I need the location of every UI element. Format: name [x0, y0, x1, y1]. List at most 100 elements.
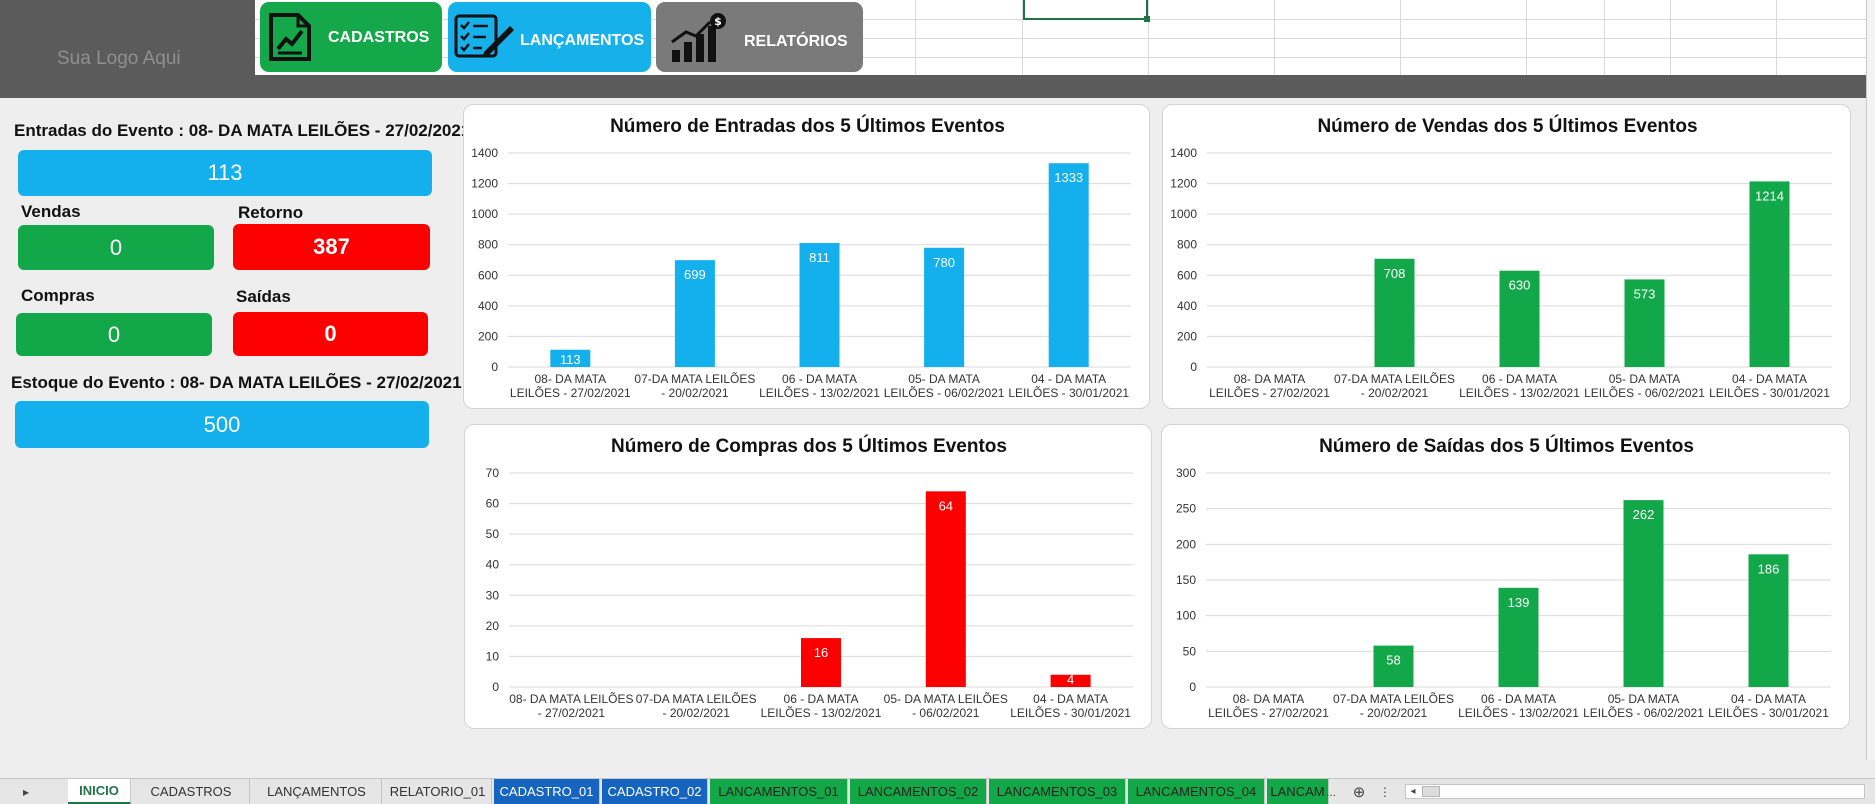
horizontal-scrollbar[interactable]: ◂	[1405, 784, 1865, 799]
x-tick-label: - 20/02/2021	[663, 706, 731, 720]
cadastros-label: CADASTROS	[328, 29, 430, 46]
x-tick-label: 04 - DA MATA	[1031, 372, 1106, 386]
x-tick-label: LEILÕES - 13/02/2021	[1458, 705, 1579, 720]
compras-value: 0	[107, 321, 121, 347]
x-tick-label: 08- DA MATA LEILÕES	[509, 691, 633, 706]
y-tick-label: 800	[1177, 238, 1197, 252]
grid-line	[1604, 0, 1605, 75]
chart-saidas-svg: Número de Saídas dos 5 Últimos Eventos 05…	[1176, 435, 1831, 720]
y-tick-label: 300	[1176, 466, 1196, 480]
sheet-tab[interactable]: INICIO	[68, 779, 131, 804]
tab-scroll-arrow[interactable]: ▸	[22, 784, 30, 799]
bar	[1048, 163, 1089, 367]
fill-handle[interactable]	[1144, 16, 1150, 22]
add-sheet-icon[interactable]: ⊕	[1352, 783, 1366, 801]
y-tick-label: 1400	[1170, 146, 1197, 160]
bar	[924, 247, 965, 367]
sheet-tab[interactable]: CADASTRO_02	[602, 779, 708, 804]
scroll-thumb[interactable]	[1422, 786, 1440, 797]
vendas-label: Vendas	[21, 202, 81, 221]
chart-document-icon	[269, 13, 311, 61]
data-label: 708	[1384, 266, 1406, 281]
data-label: 780	[933, 255, 955, 270]
compras-value-box: 0	[16, 313, 212, 356]
chart-compras[interactable]: Número de Compras dos 5 Últimos Eventos 0…	[464, 424, 1152, 729]
relatorios-button[interactable]: $ RELATÓRIOS	[656, 2, 863, 72]
logo-area: Sua Logo Aqui	[0, 0, 255, 98]
sheet-tab[interactable]: LANCAM	[1267, 779, 1329, 804]
x-tick-label: LEILÕES - 27/02/2021	[510, 385, 631, 400]
y-tick-label: 200	[1177, 329, 1197, 343]
x-tick-label: LEILÕES - 30/01/2021	[1708, 705, 1829, 720]
data-label: 4	[1067, 672, 1074, 687]
chart-entradas[interactable]: Número de Entradas dos 5 Últimos Eventos…	[463, 104, 1150, 409]
y-tick-label: 1200	[471, 177, 498, 191]
chart-title: Número de Saídas dos 5 Últimos Eventos	[1319, 435, 1694, 457]
sheet-tab[interactable]: RELATORIO_01	[384, 779, 492, 804]
retorno-value: 387	[313, 234, 350, 259]
y-tick-label: 50	[1183, 644, 1197, 658]
sheet-tab[interactable]: LANÇAMENTOS	[252, 779, 382, 804]
y-tick-label: 150	[1176, 573, 1196, 587]
x-tick-label: - 20/02/2021	[661, 386, 729, 400]
more-tabs-button[interactable]: ...	[1325, 784, 1336, 799]
y-tick-label: 800	[478, 238, 498, 252]
y-tick-label: 100	[1176, 609, 1196, 623]
selected-cell[interactable]	[1023, 0, 1148, 20]
bar	[1499, 270, 1540, 367]
sheet-tab[interactable]: CADASTROS	[133, 779, 250, 804]
x-tick-label: 06 - DA MATA	[784, 692, 859, 706]
x-tick-label: - 20/02/2021	[1360, 706, 1428, 720]
scroll-left-arrow[interactable]: ◂	[1410, 786, 1416, 797]
x-tick-label: LEILÕES - 06/02/2021	[884, 385, 1005, 400]
cadastros-button[interactable]: CADASTROS	[260, 2, 442, 72]
relatorios-label: RELATÓRIOS	[744, 33, 848, 50]
saidas-value: 0	[324, 321, 337, 346]
grid-line	[255, 38, 1866, 39]
chart-saidas[interactable]: Número de Saídas dos 5 Últimos Eventos 0 5…	[1161, 424, 1850, 729]
bar	[1498, 587, 1539, 687]
x-tick-label: LEILÕES - 13/02/2021	[761, 705, 882, 720]
sheet-tab[interactable]: LANCAMENTOS_04	[1128, 779, 1265, 804]
bar	[1623, 500, 1664, 687]
entradas-label: Entradas do Evento : 08- DA MATA LEILÕES…	[14, 121, 471, 140]
x-tick-label: LEILÕES - 30/01/2021	[1008, 385, 1129, 400]
vendas-value-box: 0	[18, 225, 214, 270]
grid-line	[1022, 0, 1023, 75]
chart-vendas[interactable]: Número de Vendas dos 5 Últimos Eventos 0 2…	[1162, 104, 1851, 409]
sheet-tab[interactable]: LANCAMENTOS_02	[850, 779, 987, 804]
chart-title: Número de Entradas dos 5 Últimos Eventos	[610, 115, 1005, 137]
chart-entradas-svg: Número de Entradas dos 5 Últimos Eventos…	[471, 115, 1131, 400]
sheet-tab[interactable]: LANCAMENTOS_01	[710, 779, 848, 804]
chart-title: Número de Vendas dos 5 Últimos Eventos	[1317, 115, 1697, 137]
y-tick-label: 0	[492, 680, 499, 694]
y-tick-label: 1400	[471, 146, 498, 160]
saidas-label: Saídas	[236, 287, 291, 306]
sheet-tab[interactable]: CADASTRO_01	[494, 779, 600, 804]
bar	[1624, 279, 1665, 367]
saidas-value-box: 0	[233, 312, 428, 356]
grid-line	[915, 0, 916, 75]
bar	[1749, 181, 1790, 367]
vertical-scrollbar[interactable]	[1866, 0, 1875, 760]
grid-line	[255, 57, 1866, 58]
retorno-label: Retorno	[238, 203, 304, 222]
x-tick-label: 07-DA MATA LEILÕES	[1334, 371, 1455, 386]
lancamentos-button[interactable]: LANÇAMENTOS	[448, 2, 651, 72]
y-tick-label: 50	[486, 527, 500, 541]
sheet-tab[interactable]: LANCAMENTOS_03	[989, 779, 1126, 804]
x-tick-label: 08- DA MATA	[535, 372, 607, 386]
data-label: 1333	[1054, 170, 1083, 185]
entradas-value: 113	[207, 160, 243, 185]
estoque-value-box: 500	[15, 401, 429, 448]
bar	[1050, 674, 1091, 687]
grid-line	[1400, 0, 1401, 75]
y-tick-label: 70	[486, 466, 500, 480]
tab-options-icon[interactable]: ⋮	[1379, 784, 1391, 799]
x-tick-label: LEILÕES - 13/02/2021	[759, 385, 880, 400]
x-tick-label: 05- DA MATA	[1608, 692, 1680, 706]
grid-line	[1526, 0, 1527, 75]
bar-chart-money-icon: $	[671, 13, 726, 62]
x-tick-label: 08- DA MATA	[1233, 692, 1305, 706]
x-tick-label: 05- DA MATA LEILÕES	[884, 691, 1008, 706]
